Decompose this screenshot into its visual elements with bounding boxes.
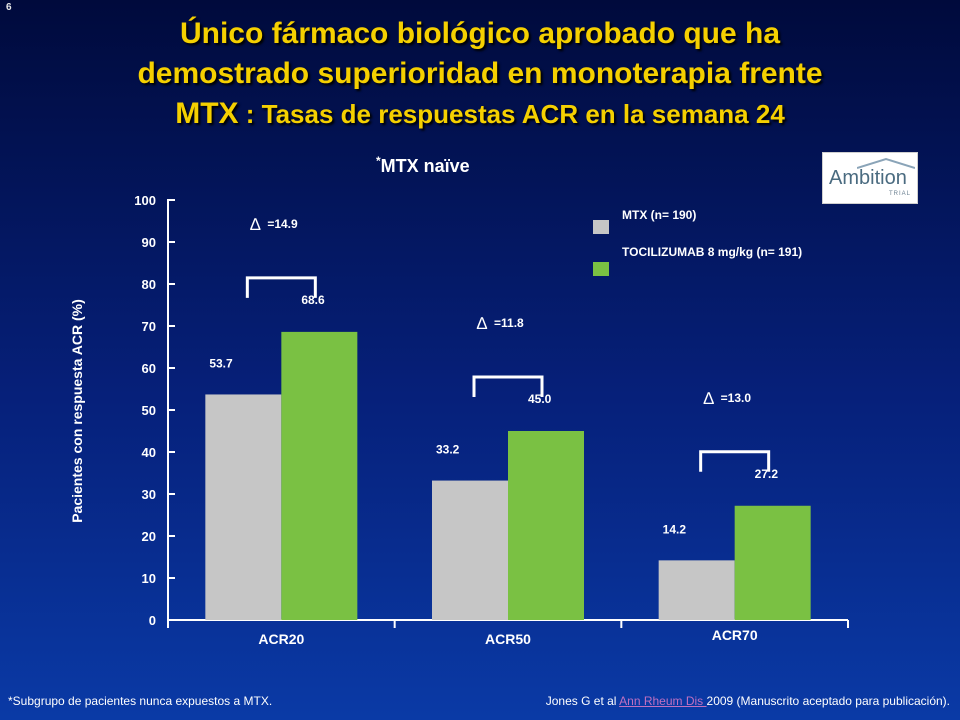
ambition-trial-logo: Ambition TRIAL [822,152,918,204]
legend-swatch-tocilizumab [593,262,609,276]
bars-group: 53.7 68.6 33.2 45.0 14.2 27.2 [205,293,811,620]
x-category-label: ACR20 [258,631,304,647]
y-tick-label: 100 [134,193,156,208]
roof-icon [857,157,915,169]
bar-mtx [205,394,282,620]
footnote: *Subgrupo de pacientes nunca expuestos a… [8,694,273,708]
legend-label: TOCILIZUMAB 8 mg/kg (n= 191) [622,245,802,259]
delta-bracket [245,276,317,298]
title-line-2: demostrado superioridad en monoterapia f… [137,57,823,90]
y-tick-label: 20 [142,529,156,544]
y-tick-label: 30 [142,487,156,502]
y-tick-label: 0 [149,613,156,628]
bar-tocilizumab [281,331,358,620]
y-tick-label: 10 [142,571,156,586]
bar-value-label: 27.2 [755,467,779,481]
title-line-3: MTX : Tasas de respuestas ACR en la sema… [20,94,940,134]
legend-label: MTX (n= 190) [622,208,696,222]
bar-value-label: 53.7 [209,356,233,370]
logo-text: Ambition [829,167,907,189]
logo-tag: TRIAL [888,191,911,197]
asterisk-marker: * [376,154,381,168]
delta-value: =11.8 [494,316,524,330]
delta-bracket [699,450,771,472]
delta-icon: ∆ [477,314,488,333]
slide-title: Único fármaco biológico aprobado que ha … [20,14,940,134]
y-axis: 0 10 20 30 40 50 60 70 80 90 100 [134,193,175,628]
delta-icon: ∆ [703,389,714,408]
y-tick-label: 50 [142,403,156,418]
bar-value-label: 33.2 [436,443,460,457]
bar-value-label: 14.2 [663,522,687,536]
x-category-label: ACR70 [712,627,758,643]
bar-mtx [432,480,508,620]
delta-value: =14.9 [267,217,298,231]
delta-icon: ∆ [250,215,261,234]
bar-mtx [658,560,735,620]
y-tick-label: 70 [142,319,156,334]
x-category-label: ACR50 [485,631,531,647]
bar-tocilizumab [734,505,811,620]
delta-annotations: ∆ =14.9 ∆ =11.8 ∆ =13.0 [245,215,771,472]
x-axis: ACR20 ACR50 ACR70 [167,619,849,647]
y-tick-label: 80 [142,277,156,292]
citation-suffix: 2009 (Manuscrito aceptado para publicaci… [706,694,950,708]
delta-value: =13.0 [721,391,752,405]
subgroup-label: *MTX naïve [376,154,470,177]
subgroup-text: MTX naïve [380,156,470,176]
bar-tocilizumab [508,431,584,620]
legend: MTX (n= 190) TOCILIZUMAB 8 mg/kg (n= 191) [593,208,802,276]
title-line-1: Único fármaco biológico aprobado que ha [179,17,781,50]
citation-link[interactable]: Ann Rheum Dis [619,694,707,708]
citation-prefix: Jones G et al [545,694,620,708]
bar-value-label: 45.0 [528,392,552,406]
y-tick-label: 90 [142,235,156,250]
legend-swatch-mtx [593,220,609,234]
title-line-3-main: MTX [175,97,239,130]
slide-number: 6 [6,2,12,13]
title-line-3-sub: : Tasas de respuestas ACR en la semana 2… [238,99,785,129]
citation: Jones G et al Ann Rheum Dis 2009 (Manusc… [546,694,950,708]
bar-value-label: 68.6 [301,293,325,307]
y-tick-label: 40 [142,445,156,460]
y-axis-label: Pacientes con respuesta ACR (%) [69,299,85,523]
delta-bracket [472,375,544,397]
y-tick-label: 60 [142,361,156,376]
